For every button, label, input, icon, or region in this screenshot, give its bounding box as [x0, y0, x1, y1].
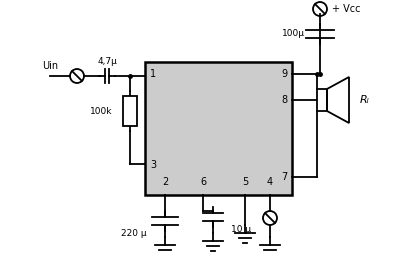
Text: 8: 8 [281, 95, 287, 105]
Text: 7: 7 [281, 172, 287, 182]
Text: 1: 1 [150, 69, 156, 79]
Text: 10 μ: 10 μ [231, 225, 251, 233]
Text: Uin: Uin [42, 61, 58, 71]
Bar [145, 62, 292, 195]
Text: 4: 4 [267, 177, 273, 187]
Text: 100k: 100k [90, 106, 112, 116]
Text: 220 μ: 220 μ [121, 229, 147, 237]
Text: + Vcc: + Vcc [332, 4, 360, 14]
Text: 3: 3 [150, 160, 156, 170]
Bar [123, 96, 137, 126]
Text: 100μ: 100μ [282, 29, 305, 39]
Text: 6: 6 [200, 177, 206, 187]
Text: 5: 5 [242, 177, 248, 187]
Text: 9: 9 [281, 69, 287, 79]
Text: 2: 2 [162, 177, 168, 187]
Text: Rₗ: Rₗ [360, 95, 370, 105]
Text: 4,7μ: 4,7μ [97, 56, 117, 66]
Bar [317, 89, 327, 111]
